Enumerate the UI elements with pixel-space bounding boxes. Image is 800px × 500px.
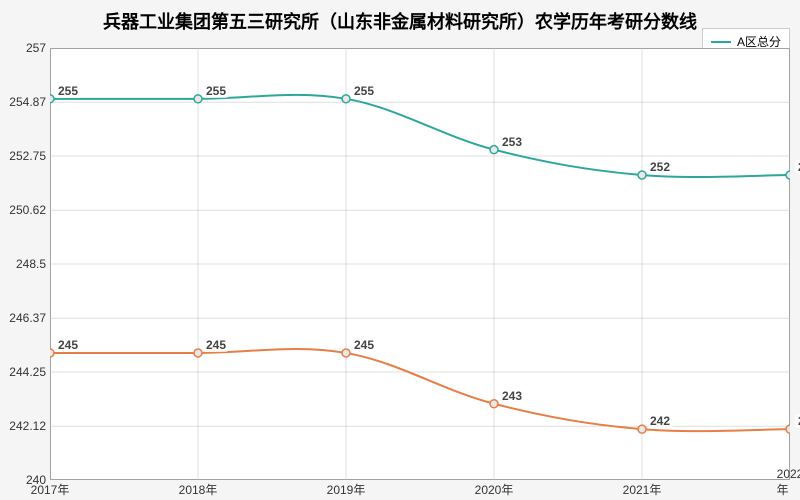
data-point-label: 245 [203,338,229,352]
x-tick-label: 2022年 [777,467,800,498]
x-tick-label: 2021年 [623,481,662,498]
data-point-label: 253 [499,135,525,149]
y-tick-label: 257 [26,41,46,55]
data-point-label: 242 [795,414,800,428]
y-tick-label: 242.12 [9,419,46,433]
y-tick-label: 248.5 [16,257,46,271]
legend-swatch-a [711,41,731,43]
data-point-label: 242 [647,414,673,428]
data-point-label: 252 [795,160,800,174]
y-tick-label: 250.62 [9,203,46,217]
data-point-label: 255 [203,84,229,98]
data-point-label: 255 [55,84,81,98]
data-point-label: 252 [647,160,673,174]
x-tick-label: 2017年 [31,481,70,498]
y-tick-label: 244.25 [9,365,46,379]
y-tick-label: 246.37 [9,311,46,325]
x-tick-label: 2020年 [475,481,514,498]
x-tick-label: 2018年 [179,481,218,498]
y-tick-label: 252.75 [9,149,46,163]
chart-title: 兵器工业集团第五三研究所（山东非金属材料研究所）农学历年考研分数线 [0,0,800,34]
data-point-label: 243 [499,389,525,403]
x-tick-label: 2019年 [327,481,366,498]
plot-area [50,48,790,480]
data-point-label: 245 [351,338,377,352]
chart-container: 兵器工业集团第五三研究所（山东非金属材料研究所）农学历年考研分数线 A区总分 B… [0,0,800,500]
chart-svg [50,48,790,480]
y-tick-label: 254.87 [9,95,46,109]
data-point-label: 255 [351,84,377,98]
data-point-label: 245 [55,338,81,352]
